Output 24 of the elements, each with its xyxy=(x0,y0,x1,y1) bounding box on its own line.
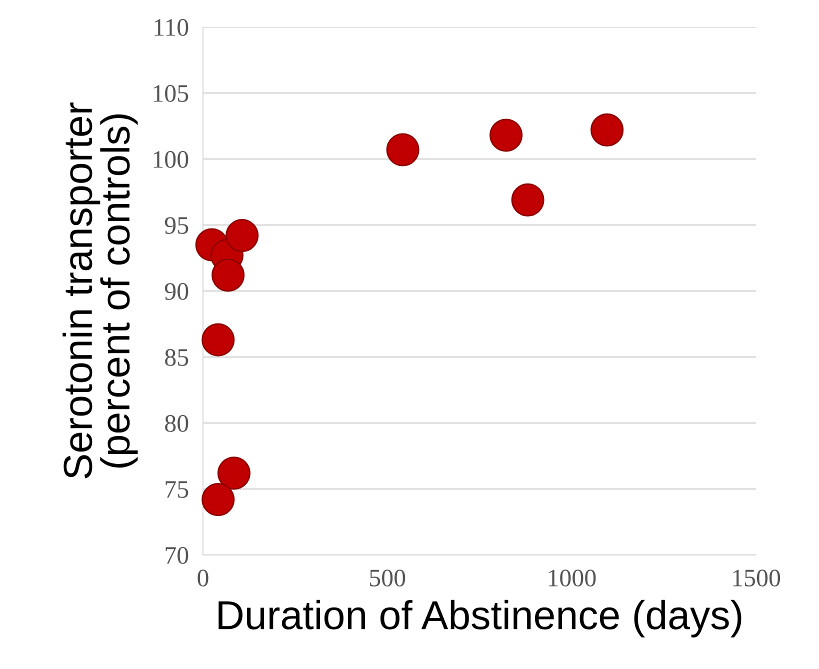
y-tick-label: 75 xyxy=(166,481,188,498)
y-tick-label: 110 xyxy=(154,19,188,36)
y-tick-label: 95 xyxy=(164,217,188,234)
x-axis-title: Duration of Abstinence (days) xyxy=(218,600,742,638)
point xyxy=(490,118,523,152)
point xyxy=(590,113,624,146)
point xyxy=(226,219,259,252)
point xyxy=(217,456,250,490)
x-tick-label: 500 xyxy=(370,570,406,586)
y-axis-title: Serotonin transporter (percent of controls) xyxy=(62,102,138,478)
point xyxy=(386,133,420,166)
point xyxy=(202,323,235,356)
y-tick-label: 90 xyxy=(164,283,188,300)
point xyxy=(511,183,544,216)
x-tick-label: 1500 xyxy=(733,570,780,586)
x-tick-label: 1000 xyxy=(548,570,596,586)
point xyxy=(212,258,245,292)
point xyxy=(202,483,235,516)
y-tick-label: 100 xyxy=(154,151,188,168)
y-tick-label: 80 xyxy=(165,415,188,432)
x-tick-label: 0 xyxy=(198,570,208,586)
y-tick-label: 70 xyxy=(166,547,188,564)
y-tick-label: 85 xyxy=(165,349,188,366)
y-tick-label: 105 xyxy=(154,85,188,102)
